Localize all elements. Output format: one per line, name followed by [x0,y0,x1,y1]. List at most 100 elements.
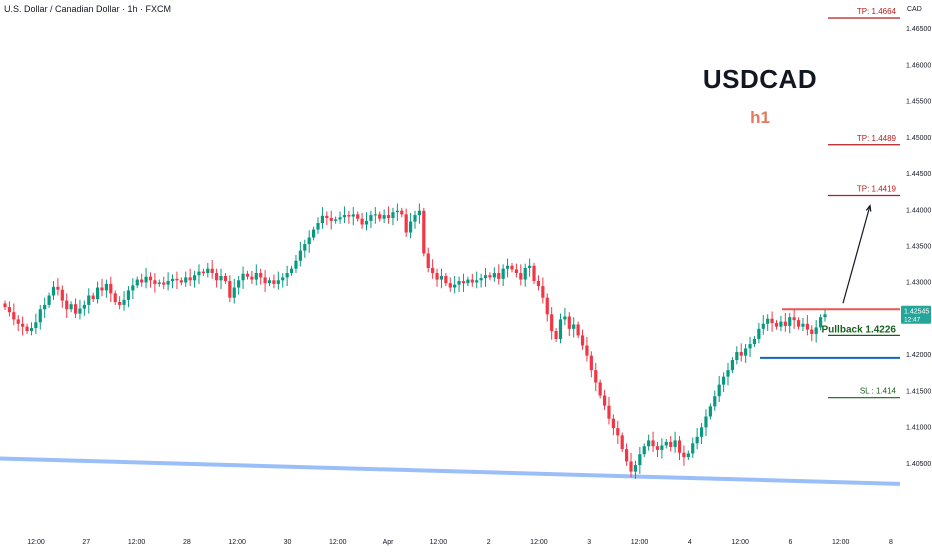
trendline-layer [0,456,901,486]
time-tick: 12:00 [731,539,749,546]
candle-body [602,395,607,406]
candle-body [281,277,285,281]
candle-body [673,440,677,447]
candle-body [413,215,417,222]
price-axis: 1.46500 1.46000 1.45500 1.45000 1.44500 1.440… [906,26,931,468]
trendline [0,456,901,486]
candle-body [633,465,638,472]
candle-body [783,321,787,326]
price-tick: 1.41000 [906,425,931,432]
candle-body [651,440,655,447]
candle-body [514,269,518,274]
time-tick: 28 [183,539,191,546]
candle-body [796,320,801,327]
candle-body [254,273,258,280]
candle-body [550,314,554,332]
level-label: Pullback 1.4226 [822,324,897,335]
candle-body [29,328,34,332]
candle-body [21,323,25,327]
candle-body [788,317,792,326]
price-tick: 1.43000 [906,280,931,287]
candle-body [757,328,761,339]
price-tick: 1.40500 [906,461,931,468]
candle-body [373,214,377,216]
price-tick: 1.45500 [906,99,931,106]
candle-body [329,217,333,221]
candle-body [523,267,527,280]
candle-body [448,283,452,288]
candle-body [285,273,289,278]
candle-body [563,316,567,320]
candle-body [620,435,624,450]
candle-body [792,317,796,321]
candle-body [232,287,236,298]
candle-body [483,275,488,279]
candle-body [730,360,735,371]
candle-body [479,278,483,281]
candle-body [267,280,272,284]
candle-body [647,440,651,447]
candle-body [140,279,144,283]
candle-body [704,416,708,428]
candle-body [51,286,56,296]
candle-body [660,445,664,450]
candle-body [118,302,122,305]
candle-body [3,303,7,308]
candle-body [655,446,660,450]
candle-body [510,265,514,270]
price-tick: 1.41500 [906,388,931,395]
candle-body [779,321,783,327]
candle-body [761,323,765,329]
candle-body [404,214,408,233]
candle-body [65,300,69,310]
candle-body [162,282,166,285]
candle-body [752,338,757,345]
level-label: TP: 1.4489 [857,134,897,143]
candle-body [369,215,373,221]
candle-body [810,329,814,334]
candle-body [453,284,457,288]
candle-body [532,265,536,282]
candle-body [422,210,426,254]
candle-body [109,283,113,294]
candle-body [347,215,351,217]
candle-body [805,323,809,330]
candle-body [206,268,210,274]
candle-body [135,279,139,286]
price-tick: 1.46500 [906,26,931,33]
candle-body [126,290,131,300]
candle-body [699,427,704,437]
candle-body [320,215,325,224]
candle-body [175,278,179,281]
candle-body [144,276,148,283]
candle-body [219,275,223,281]
candle-body [691,443,695,454]
time-tick: 27 [82,539,90,546]
candle-body [554,331,558,339]
candle-body [744,348,748,356]
candle-body [100,287,104,291]
candle-body [497,273,501,279]
candle-body [237,280,241,288]
candle-body [47,295,51,305]
candle-body [435,273,439,280]
candle-body [294,260,298,269]
candle-body [7,307,12,313]
candle-body [25,326,29,332]
candle-body [616,428,620,436]
candle-body [356,214,360,219]
candle-body [475,280,479,283]
candle-body [78,308,82,314]
candle-body [395,210,399,213]
candle-body [38,309,42,323]
price-tick: 1.43500 [906,244,931,251]
candle-body [276,280,280,284]
level-label: TP: 1.4419 [857,185,897,194]
candle-body [342,215,347,218]
candle-body [426,253,430,268]
candle-body [188,277,192,281]
time-tick: 30 [284,539,292,546]
